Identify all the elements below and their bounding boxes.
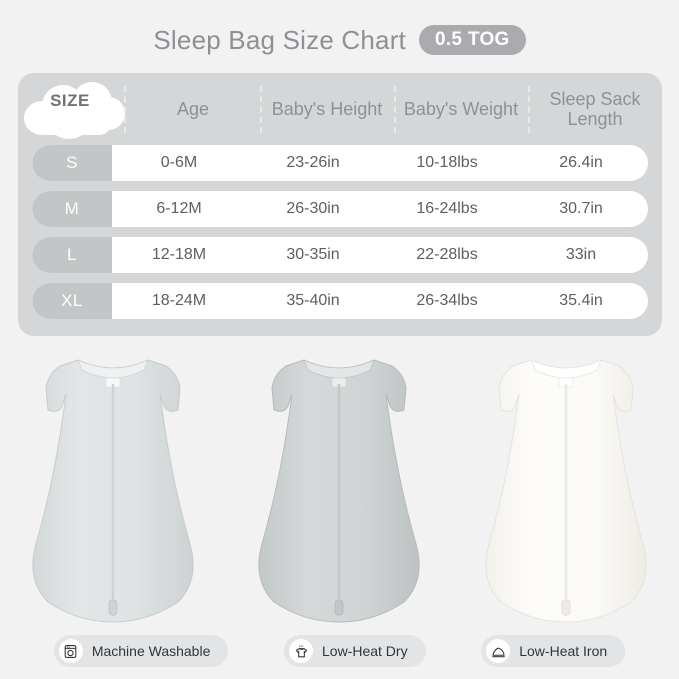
cell-height: 23-26in: [286, 154, 340, 171]
cell-length: 33in: [565, 246, 597, 263]
care-label: Low-Heat Iron: [519, 643, 608, 659]
table-row: M 6-12M 26-30in 16-24lbs 30.7in: [32, 191, 648, 227]
cell-height: 26-30in: [286, 200, 340, 217]
cell-age: 0-6M: [160, 154, 198, 171]
column-headers: Age Baby's Height Baby's Weight Sleep Sa…: [124, 73, 662, 145]
tumble-dry-shirt-icon: [289, 639, 313, 663]
size-badge: S: [32, 145, 112, 181]
sleep-bag-image: [258, 359, 421, 623]
sleep-bag-image: [485, 359, 647, 623]
cell-weight: 16-24lbs: [416, 200, 478, 217]
product-sleep-bag-heather-gray: [226, 344, 452, 629]
iron-icon: [486, 639, 511, 663]
cell-length: 26.4in: [559, 154, 603, 171]
cloud-shape-icon: [22, 81, 126, 139]
washing-machine-icon: [58, 639, 83, 663]
care-badge-machine-washable: Machine Washable: [53, 635, 229, 667]
table-row: L 12-18M 30-35in 22-28lbs 33in: [32, 237, 648, 273]
column-header-age: Age: [124, 73, 260, 145]
product-images: [0, 344, 679, 629]
cell-length: 30.7in: [559, 200, 603, 217]
column-header-weight: Baby's Weight: [394, 73, 528, 145]
cell-weight: 26-34lbs: [416, 292, 478, 309]
cell-height: 35-40in: [286, 292, 340, 309]
care-badge-low-heat-dry: Low-Heat Dry: [284, 635, 426, 667]
size-badge: XL: [32, 283, 112, 319]
page-header: Sleep Bag Size Chart 0.5 TOG: [0, 0, 679, 72]
care-label: Machine Washable: [91, 643, 211, 659]
cell-age: 12-18M: [151, 246, 207, 263]
page-title: Sleep Bag Size Chart: [153, 24, 406, 55]
product-sleep-bag-light-gray: [0, 344, 226, 629]
cell-height: 30-35in: [286, 246, 340, 263]
size-chart-table: SIZE Age Baby's Height Baby's Weight Sle…: [18, 73, 662, 336]
size-badge: M: [32, 191, 112, 227]
table-row: S 0-6M 23-26in 10-18lbs 26.4in: [32, 145, 648, 181]
cell-weight: 10-18lbs: [416, 154, 478, 171]
column-header-length: Sleep Sack Length: [528, 73, 662, 145]
care-instructions: Machine Washable Low-Heat Dry: [0, 635, 679, 667]
cell-age: 6-12M: [156, 200, 202, 217]
column-header-height: Baby's Height: [260, 73, 394, 145]
table-header-row: SIZE Age Baby's Height Baby's Weight Sle…: [18, 73, 662, 145]
column-header-size: SIZE: [50, 91, 90, 110]
cell-length: 35.4in: [559, 292, 603, 309]
product-sleep-bag-ivory: [453, 344, 679, 629]
table-body: S 0-6M 23-26in 10-18lbs 26.4in M 6-12M 2…: [18, 145, 662, 319]
size-badge: L: [32, 237, 112, 273]
sleep-bag-image: [32, 359, 194, 623]
cell-age: 18-24M: [151, 292, 207, 309]
tog-badge: 0.5 TOG: [418, 25, 526, 55]
cell-weight: 22-28lbs: [416, 246, 478, 263]
care-badge-low-heat-iron: Low-Heat Iron: [481, 635, 626, 667]
table-row: XL 18-24M 35-40in 26-34lbs 35.4in: [32, 283, 648, 319]
care-label: Low-Heat Dry: [322, 643, 408, 659]
